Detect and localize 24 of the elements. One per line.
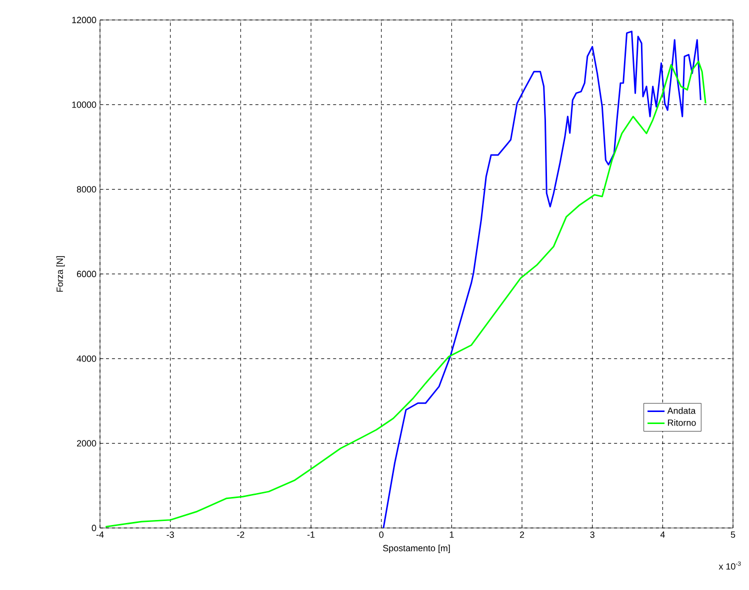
legend-label: Ritorno [668, 419, 696, 426]
x-tick-label: 4 [660, 532, 665, 538]
x-tick-label: 0 [379, 532, 384, 538]
y-tick-label: 12000 [72, 16, 96, 24]
x-tick-label: 3 [590, 532, 594, 538]
legend-label: Andata [667, 407, 696, 414]
y-axis-title: Forza [N] [56, 256, 65, 292]
text: x 10$^{-3}$ [718, 562, 741, 570]
y-tick-label: 0 [92, 524, 96, 532]
x-tick-label: 2 [520, 532, 524, 538]
x-tick-label: -3 [166, 532, 174, 538]
x-tick-label: 1 [450, 532, 454, 538]
x-tick-label: -4 [96, 532, 104, 538]
x-axis-title: Spostamento [m] [383, 544, 450, 554]
y-tick-label: 6000 [76, 270, 96, 278]
x-tick-label: -2 [237, 532, 244, 538]
line-series [104, 60, 706, 528]
x-tick-label: -1 [307, 532, 315, 538]
y-tick-label: 8000 [76, 186, 96, 192]
line-series [382, 30, 702, 528]
y-tick-label: 2000 [76, 440, 96, 446]
x-tick-label: 5 [730, 532, 736, 538]
y-tick-label: 4000 [76, 355, 96, 362]
y-tick-label: 10000 [72, 101, 96, 108]
